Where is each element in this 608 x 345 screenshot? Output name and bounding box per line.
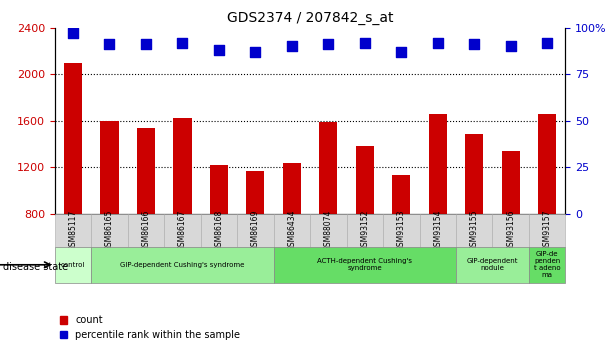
Bar [502,151,520,214]
Bar [210,165,228,214]
FancyBboxPatch shape [128,214,164,247]
Point [214,47,224,53]
Text: GSM86169: GSM86169 [251,210,260,251]
Text: GSM86168: GSM86168 [215,210,223,251]
Text: GSM86165: GSM86165 [105,210,114,251]
Text: GSM85117: GSM85117 [69,210,77,251]
Text: GSM88074: GSM88074 [324,210,333,251]
FancyBboxPatch shape [237,214,274,247]
Text: GSM93153: GSM93153 [397,209,406,251]
Text: GSM93152: GSM93152 [361,210,369,251]
FancyBboxPatch shape [420,214,456,247]
FancyBboxPatch shape [274,214,310,247]
FancyBboxPatch shape [91,214,128,247]
Point [323,42,333,47]
Point [178,40,187,45]
Bar [429,114,447,214]
Bar [246,171,264,214]
FancyBboxPatch shape [529,247,565,283]
Text: GSM93157: GSM93157 [543,209,551,251]
Bar [100,121,119,214]
Text: ACTH-dependent Cushing's
syndrome: ACTH-dependent Cushing's syndrome [317,258,412,271]
Text: GSM93154: GSM93154 [434,209,442,251]
Text: GIP-de
penden
t adeno
ma: GIP-de penden t adeno ma [534,251,561,278]
Text: GSM86166: GSM86166 [142,210,150,251]
Bar [356,146,374,214]
Text: GIP-dependent Cushing's syndrome: GIP-dependent Cushing's syndrome [120,262,244,268]
Point [250,49,260,55]
FancyBboxPatch shape [164,214,201,247]
Point [141,42,151,47]
Text: GSM93155: GSM93155 [470,209,478,251]
FancyBboxPatch shape [456,214,492,247]
Bar [319,122,337,214]
Bar [392,176,410,214]
FancyBboxPatch shape [91,247,274,283]
FancyBboxPatch shape [383,214,420,247]
FancyBboxPatch shape [456,247,529,283]
Bar [538,114,556,214]
Point [433,40,443,45]
Point [506,43,516,49]
Bar [173,118,192,214]
Point [287,43,297,49]
FancyBboxPatch shape [529,214,565,247]
Bar [64,62,82,214]
Text: GSM86434: GSM86434 [288,209,296,251]
Legend: count, percentile rank within the sample: count, percentile rank within the sample [60,315,240,340]
FancyBboxPatch shape [347,214,383,247]
Text: GIP-dependent
nodule: GIP-dependent nodule [467,258,518,271]
FancyBboxPatch shape [55,247,91,283]
Text: GSM86167: GSM86167 [178,210,187,251]
Point [68,30,78,36]
FancyBboxPatch shape [310,214,347,247]
Point [542,40,552,45]
Bar [465,134,483,214]
Point [105,42,114,47]
Text: control: control [61,262,85,268]
FancyBboxPatch shape [492,214,529,247]
FancyBboxPatch shape [201,214,237,247]
Bar [137,128,155,214]
Point [469,42,479,47]
FancyBboxPatch shape [274,247,456,283]
FancyBboxPatch shape [55,214,91,247]
Point [396,49,406,55]
Bar [283,162,301,214]
Text: GSM93156: GSM93156 [506,209,515,251]
Text: disease state: disease state [3,263,68,272]
Point [360,40,370,45]
Title: GDS2374 / 207842_s_at: GDS2374 / 207842_s_at [227,11,393,25]
